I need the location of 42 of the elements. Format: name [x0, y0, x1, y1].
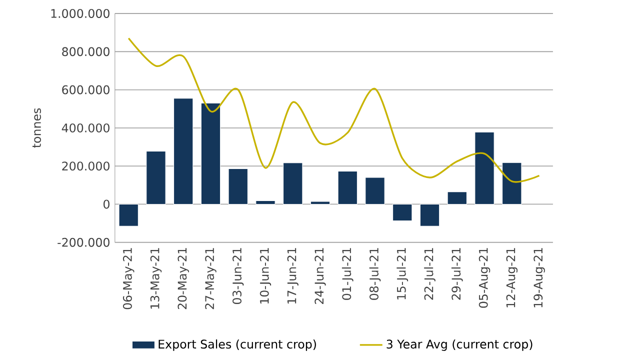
bar — [256, 200, 276, 204]
bar — [502, 162, 522, 204]
bar — [392, 204, 412, 222]
bar — [228, 168, 248, 204]
x-tick-label: 15-Jul-21 — [396, 248, 408, 300]
y-axis-title: tonnes — [32, 108, 41, 148]
x-tick-label: 06-May-21 — [122, 248, 134, 310]
legend-label: 3 Year Avg (current crop) — [386, 339, 532, 351]
x-tick-label: 01-Jul-21 — [342, 248, 354, 300]
y-tick-label: 800.000 — [62, 47, 110, 56]
x-tick-label: 05-Aug-21 — [478, 248, 490, 308]
bar — [118, 204, 138, 226]
x-tick-label: 10-Jun-21 — [260, 248, 272, 304]
x-tick-label: 24-Jun-21 — [314, 248, 326, 304]
bar — [420, 204, 440, 226]
bar — [338, 170, 358, 204]
bar — [310, 201, 330, 204]
y-tick-label: 600.000 — [62, 85, 110, 94]
y-tick-label: 400.000 — [62, 123, 110, 132]
bar — [200, 102, 221, 204]
x-tick-label: 29-Jul-21 — [451, 248, 463, 300]
x-tick-label: 19-Aug-21 — [534, 248, 545, 308]
bar — [283, 162, 303, 204]
x-tick-label: 12-Aug-21 — [506, 248, 518, 308]
bar — [474, 132, 494, 204]
x-tick-label: 22-Jul-21 — [424, 248, 436, 300]
x-tick-label: 13-May-21 — [150, 248, 162, 309]
legend-label: Export Sales (current crop) — [158, 339, 316, 351]
bar — [174, 98, 194, 204]
line-series — [128, 37, 540, 183]
bar — [146, 150, 166, 204]
x-tick-label: 20-May-21 — [178, 248, 189, 310]
bar — [447, 191, 467, 204]
bar — [365, 177, 385, 204]
y-tick-label: 1.000.000 — [51, 8, 110, 18]
x-tick-label: 27-May-21 — [205, 248, 216, 310]
x-tick-label: 03-Jun-21 — [232, 248, 244, 304]
y-tick-label: 0 — [104, 200, 110, 209]
x-tick-label: 17-Jun-21 — [287, 248, 298, 304]
y-tick-label: 200.000 — [62, 162, 110, 170]
x-tick-label: 08-Jul-21 — [369, 248, 381, 300]
y-tick-label: -200.000 — [58, 238, 110, 247]
